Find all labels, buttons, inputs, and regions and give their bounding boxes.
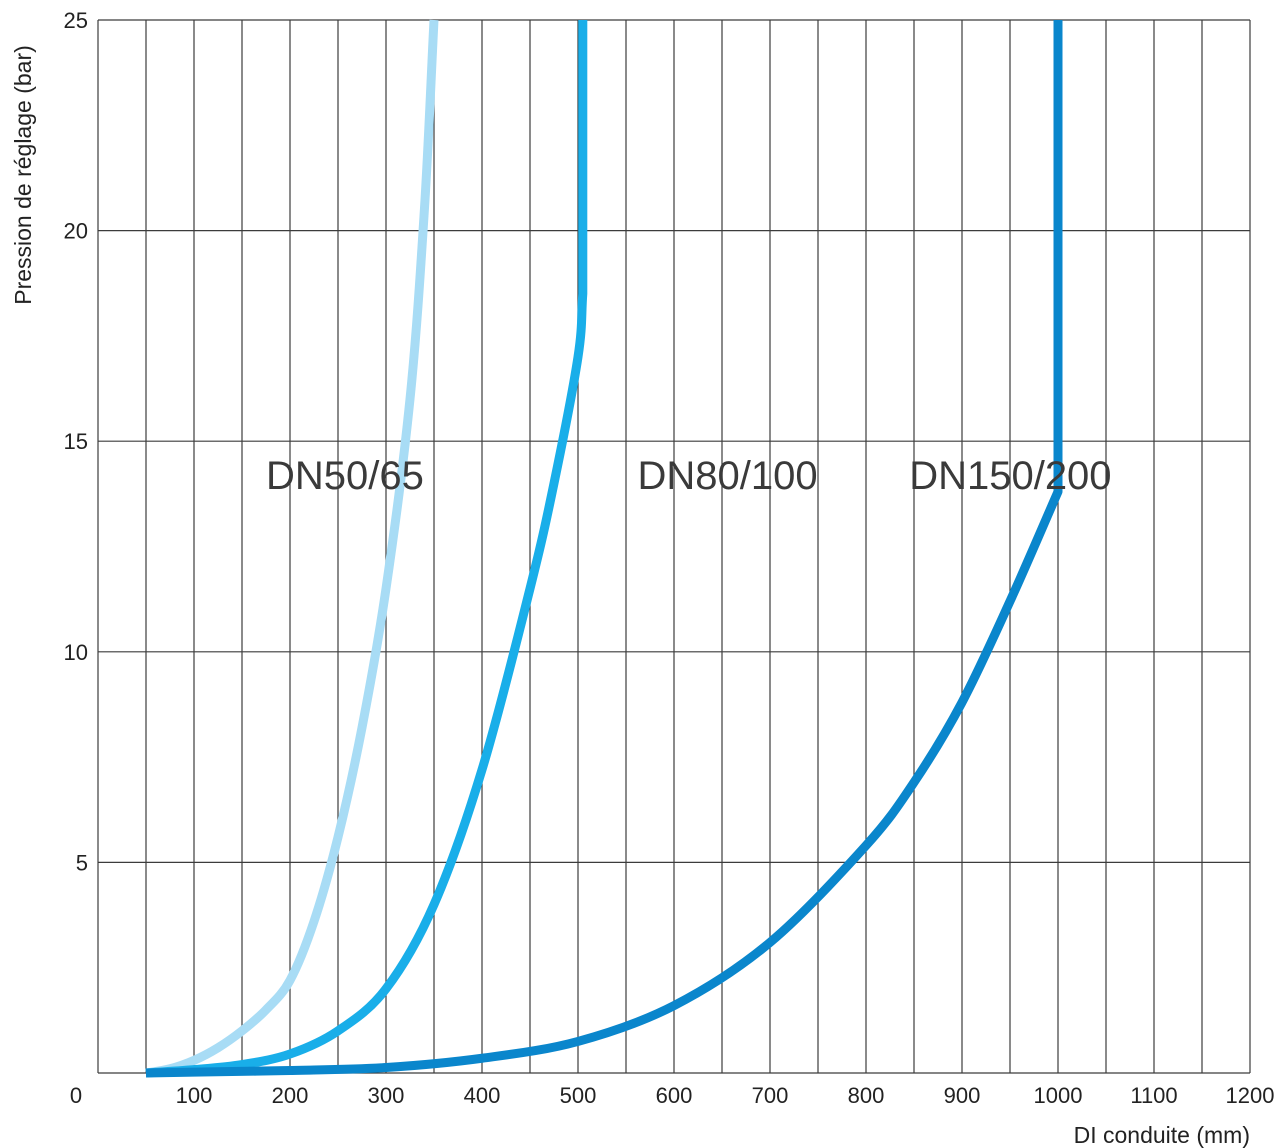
series-lines	[145, 19, 1063, 1078]
y-tick-label: 15	[64, 429, 88, 454]
x-tick-label: 1100	[1130, 1083, 1177, 1108]
series-label-2: DN150/200	[909, 454, 1111, 498]
x-axis-label: DI conduite (mm)	[1074, 1122, 1250, 1148]
x-tick-label: 0	[70, 1083, 82, 1108]
x-tick-label: 800	[848, 1083, 885, 1108]
y-tick-label: 25	[64, 8, 88, 33]
x-tick-label: 600	[656, 1083, 693, 1108]
x-tick-label: 100	[176, 1083, 213, 1108]
series-label-0: DN50/65	[266, 454, 424, 498]
x-tick-label: 700	[752, 1083, 789, 1108]
x-tick-label: 300	[368, 1083, 405, 1108]
y-tick-label: 10	[64, 640, 88, 665]
series-line-1	[145, 20, 588, 1078]
series-label-1: DN80/100	[638, 454, 818, 498]
y-tick-label: 5	[76, 850, 88, 875]
y-axis-label: Pression de réglage (bar)	[10, 45, 36, 305]
x-tick-label: 400	[464, 1083, 501, 1108]
x-tick-label: 1000	[1034, 1083, 1083, 1108]
series-line-2	[145, 20, 1063, 1078]
x-tick-label: 900	[944, 1083, 981, 1108]
x-tick-label: 200	[272, 1083, 309, 1108]
x-tick-label: 1200	[1226, 1083, 1275, 1108]
y-tick-label: 20	[64, 219, 88, 244]
x-tick-label: 500	[560, 1083, 597, 1108]
tick-labels: 0 100 200 300 400 500 600 700 800 900 1000 1100 1200…	[64, 8, 1275, 1108]
grid	[97, 19, 1251, 1074]
series-labels: DN50/65 DN80/100 DN150/200	[266, 454, 1112, 498]
series-line-0	[145, 19, 439, 1078]
